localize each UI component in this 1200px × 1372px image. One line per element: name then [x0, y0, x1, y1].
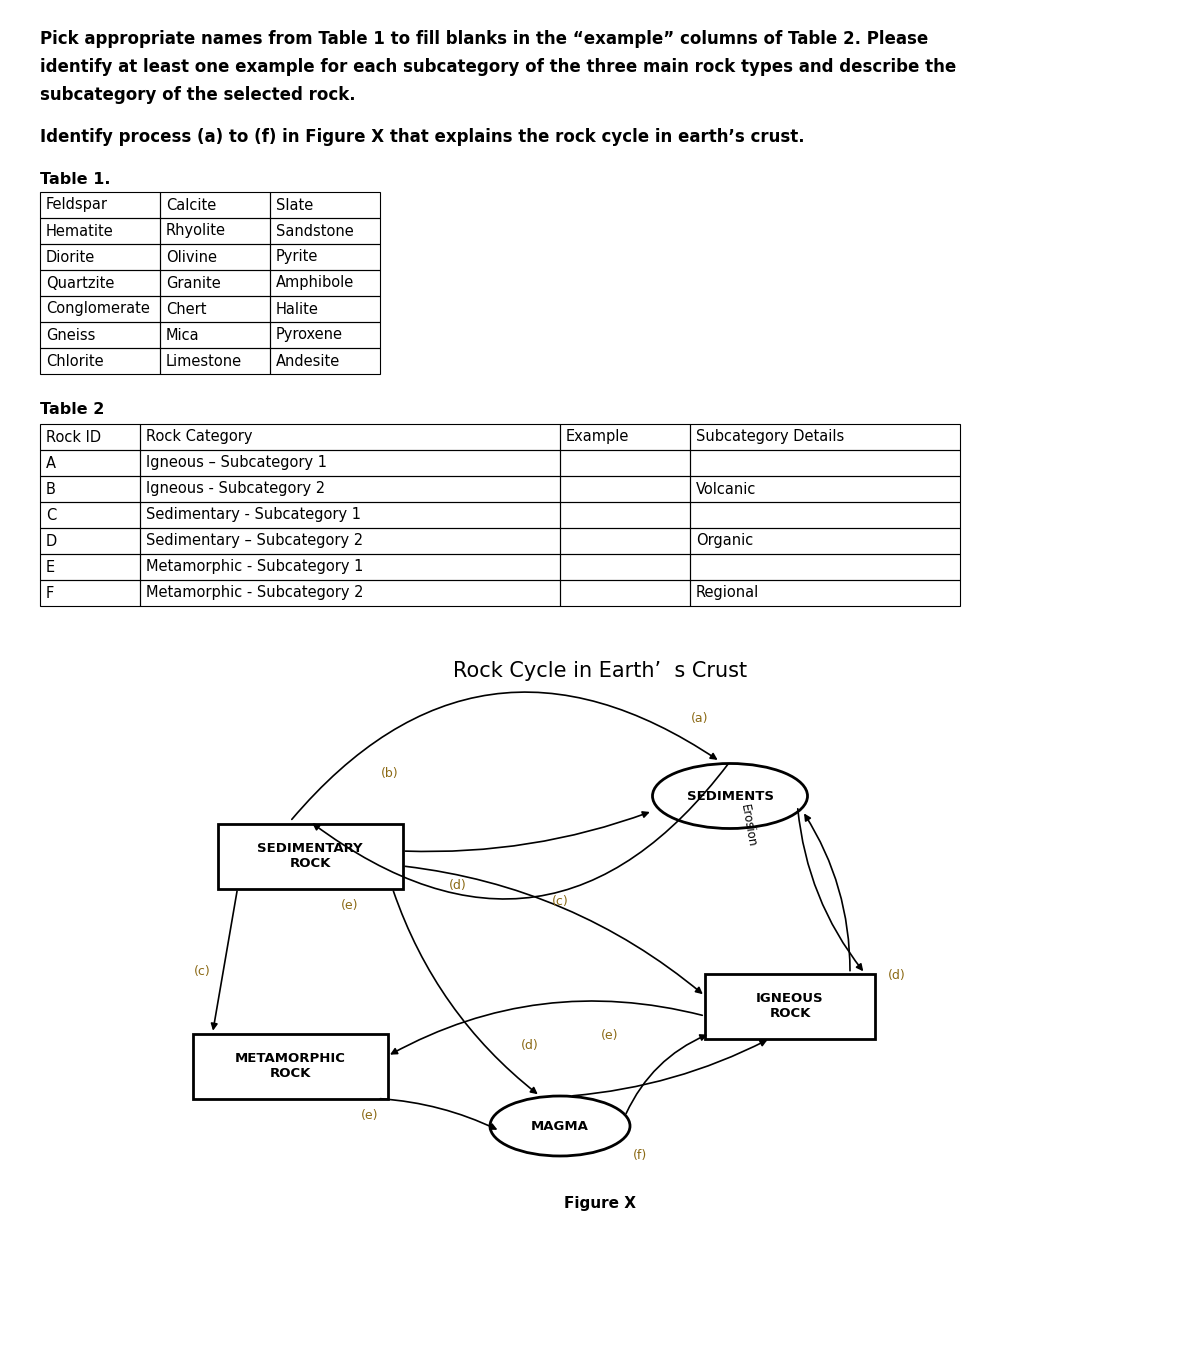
Text: Identify process (a) to (f) in Figure X that explains the rock cycle in earth’s : Identify process (a) to (f) in Figure X …	[40, 128, 805, 145]
Text: Slate: Slate	[276, 198, 313, 213]
Text: Igneous - Subcategory 2: Igneous - Subcategory 2	[146, 482, 325, 497]
Text: (c): (c)	[552, 895, 569, 907]
Text: Sandstone: Sandstone	[276, 224, 354, 239]
Text: SEDIMENTS: SEDIMENTS	[686, 789, 774, 803]
Text: F: F	[46, 586, 54, 601]
Text: Metamorphic - Subcategory 1: Metamorphic - Subcategory 1	[146, 560, 364, 575]
Text: Feldspar: Feldspar	[46, 198, 108, 213]
Text: METAMORPHIC
ROCK: METAMORPHIC ROCK	[234, 1052, 346, 1080]
Text: Metamorphic - Subcategory 2: Metamorphic - Subcategory 2	[146, 586, 364, 601]
Text: Pyroxene: Pyroxene	[276, 328, 343, 343]
Text: identify at least one example for each subcategory of the three main rock types : identify at least one example for each s…	[40, 58, 956, 75]
Text: Chlorite: Chlorite	[46, 354, 103, 369]
Bar	[706, 974, 875, 1039]
Text: (f): (f)	[632, 1150, 647, 1162]
Text: Calcite: Calcite	[166, 198, 216, 213]
Bar	[217, 823, 402, 889]
Text: SEDIMENTARY
ROCK: SEDIMENTARY ROCK	[257, 842, 362, 870]
Text: E: E	[46, 560, 55, 575]
Text: Subcategory Details: Subcategory Details	[696, 429, 845, 445]
Bar	[192, 1033, 388, 1099]
Text: Conglomerate: Conglomerate	[46, 302, 150, 317]
Text: (b): (b)	[382, 767, 398, 781]
Text: (a): (a)	[691, 712, 709, 724]
Text: Limestone: Limestone	[166, 354, 242, 369]
Text: Pyrite: Pyrite	[276, 250, 318, 265]
Text: Rock Cycle in Earth’  s Crust: Rock Cycle in Earth’ s Crust	[452, 661, 748, 681]
Text: IGNEOUS
ROCK: IGNEOUS ROCK	[756, 992, 824, 1019]
Text: subcategory of the selected rock.: subcategory of the selected rock.	[40, 86, 355, 104]
Text: Regional: Regional	[696, 586, 760, 601]
Text: (e): (e)	[601, 1029, 619, 1043]
Text: A: A	[46, 456, 56, 471]
Text: C: C	[46, 508, 56, 523]
Text: Hematite: Hematite	[46, 224, 114, 239]
Text: Igneous – Subcategory 1: Igneous – Subcategory 1	[146, 456, 326, 471]
Text: Quartzite: Quartzite	[46, 276, 114, 291]
Text: Sedimentary - Subcategory 1: Sedimentary - Subcategory 1	[146, 508, 361, 523]
Text: Sedimentary – Subcategory 2: Sedimentary – Subcategory 2	[146, 534, 364, 549]
Text: Granite: Granite	[166, 276, 221, 291]
Text: Erosion: Erosion	[738, 804, 758, 848]
Text: Volcanic: Volcanic	[696, 482, 756, 497]
Text: (e): (e)	[341, 900, 359, 912]
Text: Mica: Mica	[166, 328, 199, 343]
Text: Andesite: Andesite	[276, 354, 341, 369]
Text: Olivine: Olivine	[166, 250, 217, 265]
Text: Table 1.: Table 1.	[40, 172, 110, 187]
Text: MAGMA: MAGMA	[532, 1120, 589, 1132]
Text: (d): (d)	[449, 879, 467, 893]
Text: Amphibole: Amphibole	[276, 276, 354, 291]
Text: Diorite: Diorite	[46, 250, 95, 265]
Text: Halite: Halite	[276, 302, 319, 317]
Text: (c): (c)	[194, 965, 211, 977]
Text: Chert: Chert	[166, 302, 206, 317]
Text: (d): (d)	[521, 1040, 539, 1052]
Text: B: B	[46, 482, 56, 497]
Text: (e): (e)	[361, 1110, 379, 1122]
Text: Rock Category: Rock Category	[146, 429, 252, 445]
Text: Rhyolite: Rhyolite	[166, 224, 226, 239]
Text: Gneiss: Gneiss	[46, 328, 95, 343]
Text: Table 2: Table 2	[40, 402, 104, 417]
Text: (d): (d)	[888, 970, 906, 982]
Text: Organic: Organic	[696, 534, 754, 549]
Text: Example: Example	[566, 429, 629, 445]
Text: Figure X: Figure X	[564, 1196, 636, 1211]
Text: Rock ID: Rock ID	[46, 429, 101, 445]
Text: D: D	[46, 534, 58, 549]
Text: Pick appropriate names from Table 1 to fill blanks in the “example” columns of T: Pick appropriate names from Table 1 to f…	[40, 30, 929, 48]
